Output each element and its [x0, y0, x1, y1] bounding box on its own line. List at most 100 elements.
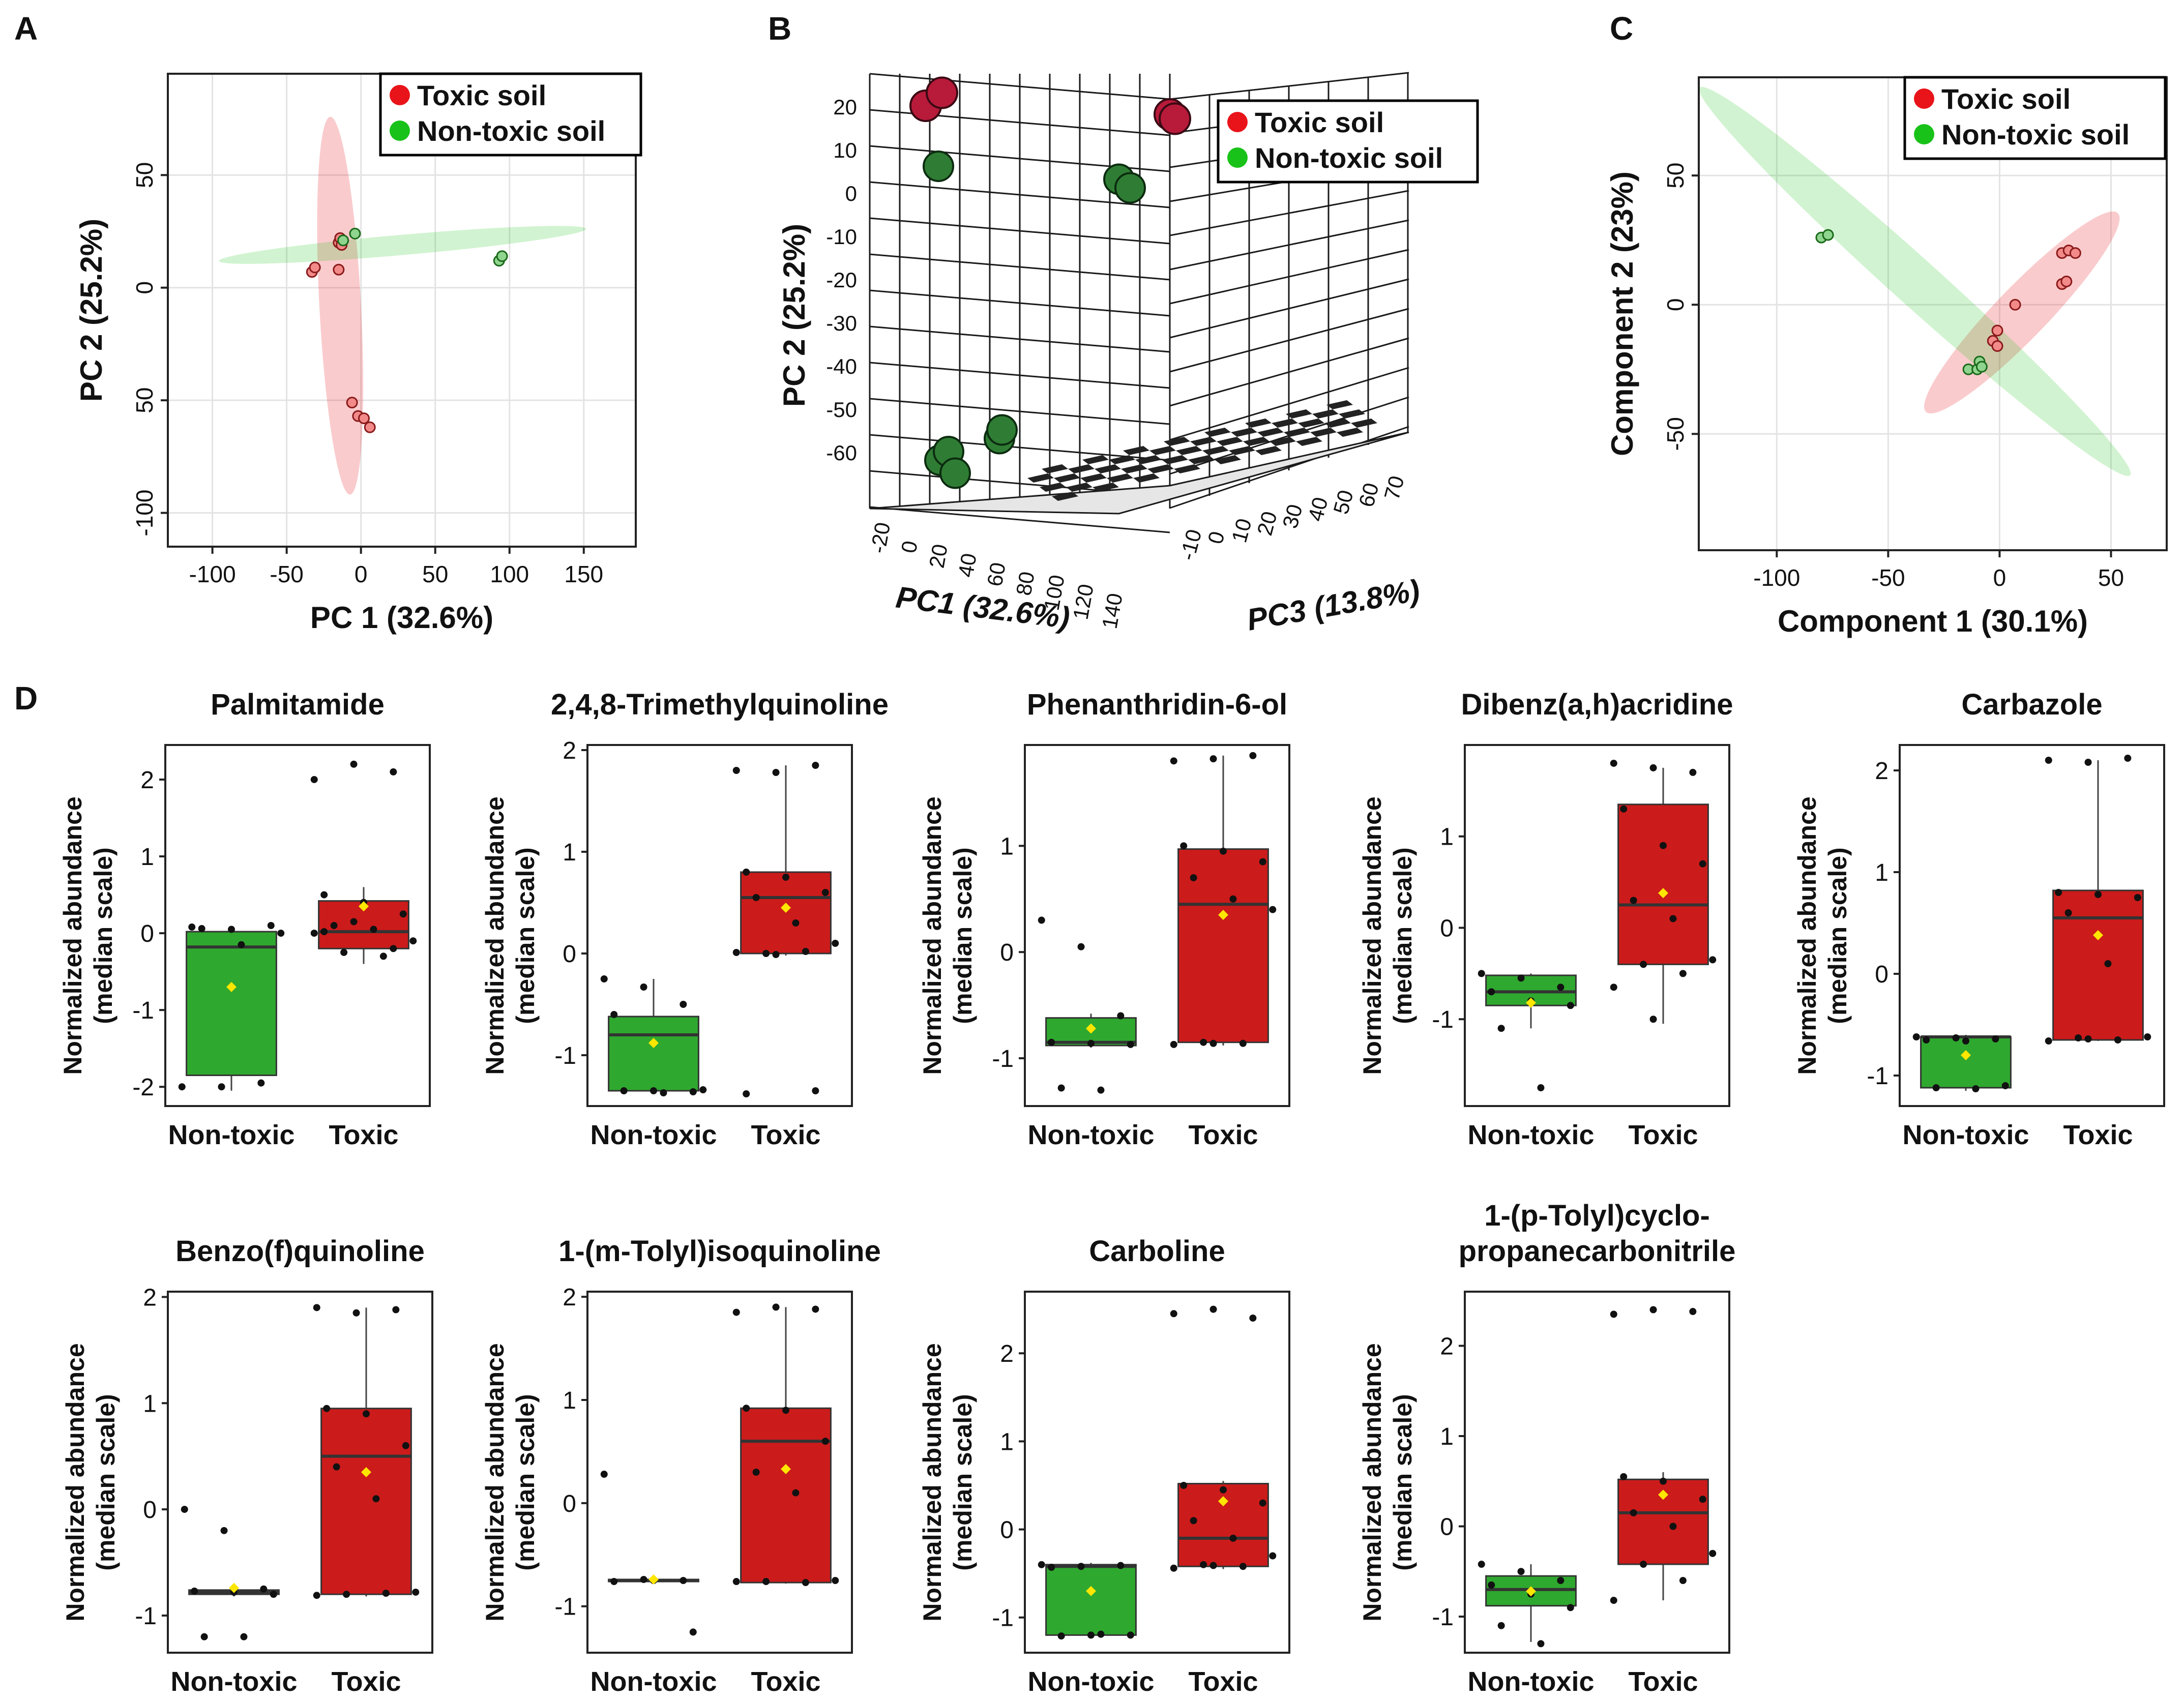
- y-tick-label: 0: [131, 281, 158, 294]
- data-point-toxic: [364, 421, 376, 433]
- y-axis-title: Normalized abundance: [58, 796, 87, 1075]
- data-point: [640, 1575, 647, 1583]
- data-point: [320, 891, 328, 899]
- data-point: [832, 1577, 839, 1584]
- data-point: [1170, 1040, 1177, 1048]
- data-point: [1630, 1509, 1637, 1516]
- pc1-tick-label: 40: [954, 551, 981, 579]
- data-point: [343, 1591, 350, 1598]
- grid-line-3d: [869, 398, 1170, 425]
- box-nontoxic: [186, 931, 277, 1077]
- panel-label-a: A: [14, 10, 38, 47]
- data-point: [1488, 1581, 1495, 1589]
- boxplot-2-4-8-trimethylquinoline: 2,4,8-Trimethylquinoline Non-toxic Toxic -1…: [481, 688, 889, 1150]
- y-tick-label: 0: [563, 1490, 576, 1517]
- box-toxic: [320, 1408, 412, 1595]
- data-point: [2084, 1035, 2092, 1042]
- data-point: [1640, 961, 1647, 968]
- data-point: [1048, 1564, 1055, 1571]
- data-point: [812, 1087, 819, 1094]
- data-point: [812, 762, 819, 769]
- x-category-label: Toxic: [2063, 1120, 2133, 1150]
- data-point: [1478, 970, 1485, 977]
- data-point: [1077, 943, 1085, 950]
- floor-check: [1066, 483, 1093, 492]
- data-point: [399, 910, 407, 918]
- floor-check: [1054, 473, 1080, 483]
- boxplot-carbazole: Carbazole Non-toxic Toxic -1 0 1 2 Normalized a…: [1793, 688, 2165, 1150]
- data-point: [2045, 757, 2052, 764]
- data-point: [1239, 1563, 1247, 1570]
- boxplot-title: Carboline: [1089, 1235, 1225, 1268]
- floor-check: [1215, 455, 1241, 464]
- data-point: [2134, 894, 2141, 901]
- data-point: [1497, 1025, 1505, 1032]
- data-point: [1478, 1561, 1485, 1568]
- y-axis-subtitle: (median scale): [1823, 847, 1852, 1024]
- data-point: [689, 1088, 697, 1095]
- data-point: [1269, 1552, 1277, 1560]
- data-point-toxic: [309, 261, 321, 274]
- boxplot-title: 1-(p-Tolyl)cyclo-: [1484, 1199, 1710, 1232]
- floor-check: [1272, 419, 1298, 428]
- data-point: [1537, 1640, 1545, 1648]
- data-point: [330, 922, 338, 929]
- floor-check: [1188, 455, 1215, 464]
- data-point: [2001, 1082, 2009, 1089]
- floor-check: [1312, 409, 1339, 419]
- y-axis-title: Normalized abundance: [61, 1343, 90, 1621]
- x-category-label: Non-toxic: [1468, 1120, 1595, 1150]
- data-point: [402, 1442, 409, 1449]
- data-point: [610, 1011, 618, 1018]
- y-tick-label: 2: [563, 737, 576, 764]
- y-tick-label: 0: [1440, 915, 1454, 942]
- grid-line-3d: [1169, 308, 1409, 373]
- y-tick-label: 1: [1440, 824, 1454, 851]
- data-point: [743, 1405, 750, 1412]
- data-point: [1190, 1517, 1197, 1525]
- data-point: [350, 760, 358, 768]
- data-point: [220, 1527, 228, 1534]
- data-point: [1932, 1084, 1940, 1091]
- floor-check: [1310, 428, 1337, 437]
- floor-check: [1052, 492, 1078, 501]
- pc3-axis-title: PC3 (13.8%): [1244, 573, 1422, 637]
- floor-check: [1174, 464, 1200, 473]
- data-point: [1087, 1039, 1095, 1047]
- data-point: [1038, 916, 1045, 924]
- boxplot-title: 1-(m-Tolyl)isoquinoline: [558, 1235, 881, 1268]
- data-point: [1170, 1564, 1177, 1572]
- data-point: [218, 1083, 225, 1091]
- y-tick-label: -1: [554, 1594, 576, 1621]
- floor-check: [1284, 428, 1310, 437]
- data-point: [1209, 1305, 1217, 1313]
- grid-line-3d: [869, 181, 1170, 208]
- data-point: [260, 1585, 268, 1593]
- y-tick-label: 1: [143, 1390, 157, 1417]
- legend-label-nontoxic: Non-toxic soil: [1255, 142, 1443, 174]
- floor-check: [1202, 446, 1229, 455]
- data-point: [310, 776, 318, 783]
- grid-line-3d: [1169, 190, 1409, 236]
- data-point: [1537, 1084, 1545, 1092]
- pc2-tick-label: -60: [826, 441, 857, 465]
- x-category-label: Non-toxic: [1468, 1666, 1595, 1697]
- data-point: [1992, 1035, 1999, 1042]
- data-point: [1669, 1523, 1677, 1530]
- data-point: [1660, 842, 1667, 849]
- data-point: [650, 1087, 657, 1094]
- pca-2d-plot: -100 -50 0 50 100 150 -100 50 0 50 PC 1 (32.6%) PC …: [74, 72, 642, 635]
- data-point: [352, 1309, 360, 1317]
- y-axis-subtitle: (median scale): [89, 847, 117, 1024]
- y-tick-label: -50: [1662, 417, 1689, 451]
- data-point: [1087, 1631, 1095, 1639]
- x-tick-label: 100: [490, 561, 529, 587]
- pc3-tick-label: 70: [1379, 473, 1408, 502]
- data-point: [1097, 1086, 1105, 1094]
- data-point-nontoxic: [1114, 172, 1146, 204]
- data-point: [1610, 1310, 1617, 1318]
- grid-line-3d: [869, 434, 1170, 461]
- data-point: [1200, 1561, 1207, 1568]
- data-point-toxic: [926, 76, 958, 109]
- floor-check: [1135, 455, 1162, 464]
